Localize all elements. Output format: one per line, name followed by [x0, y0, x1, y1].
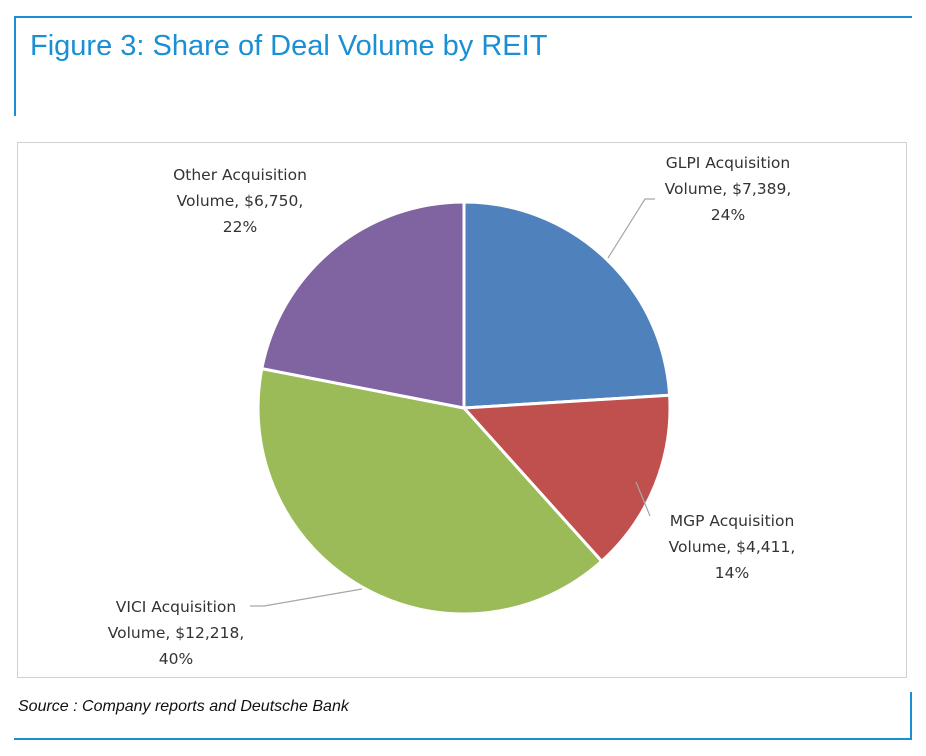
leader-line-glpi — [607, 198, 655, 259]
pie-slice-glpi — [462, 200, 672, 410]
frame-right-rule — [910, 692, 912, 738]
data-label-glpi-line-1: GLPI Acquisition — [666, 154, 790, 172]
leader-line-mgp — [635, 481, 651, 517]
data-label-glpi-line-3: 24% — [711, 206, 745, 224]
frame-top-rule — [14, 16, 912, 18]
frame-left-rule — [14, 16, 16, 116]
chart-area — [17, 142, 907, 678]
data-label-mgp-line-1: MGP Acquisition — [670, 512, 795, 530]
data-label-glpi-line-2: Volume, $7,389, — [665, 180, 792, 198]
data-label-other-line-3: 22% — [223, 218, 257, 236]
frame-bottom-rule — [14, 738, 912, 740]
source-note: Source : Company reports and Deutsche Ba… — [18, 698, 349, 715]
data-label-mgp-line-3: 14% — [715, 564, 749, 582]
pie-slice-mgp — [460, 393, 672, 564]
data-label-vici-line-2: Volume, $12,218, — [108, 624, 245, 642]
pie-slice-other — [260, 200, 466, 410]
data-label-other-line-1: Other Acquisition — [173, 166, 307, 184]
pie-slice-vici — [256, 366, 604, 616]
figure-title: Figure 3: Share of Deal Volume by REIT — [30, 30, 548, 62]
data-label-other-line-2: Volume, $6,750, — [177, 192, 304, 210]
leader-line-vici — [250, 588, 363, 607]
data-label-mgp-line-2: Volume, $4,411, — [669, 538, 796, 556]
pie-chart: GLPI Acquisition Volume, $7,389, 24% MGP Ac… — [108, 154, 796, 668]
data-label-vici-line-3: 40% — [159, 650, 193, 668]
data-label-vici-line-1: VICI Acquisition — [116, 598, 236, 616]
